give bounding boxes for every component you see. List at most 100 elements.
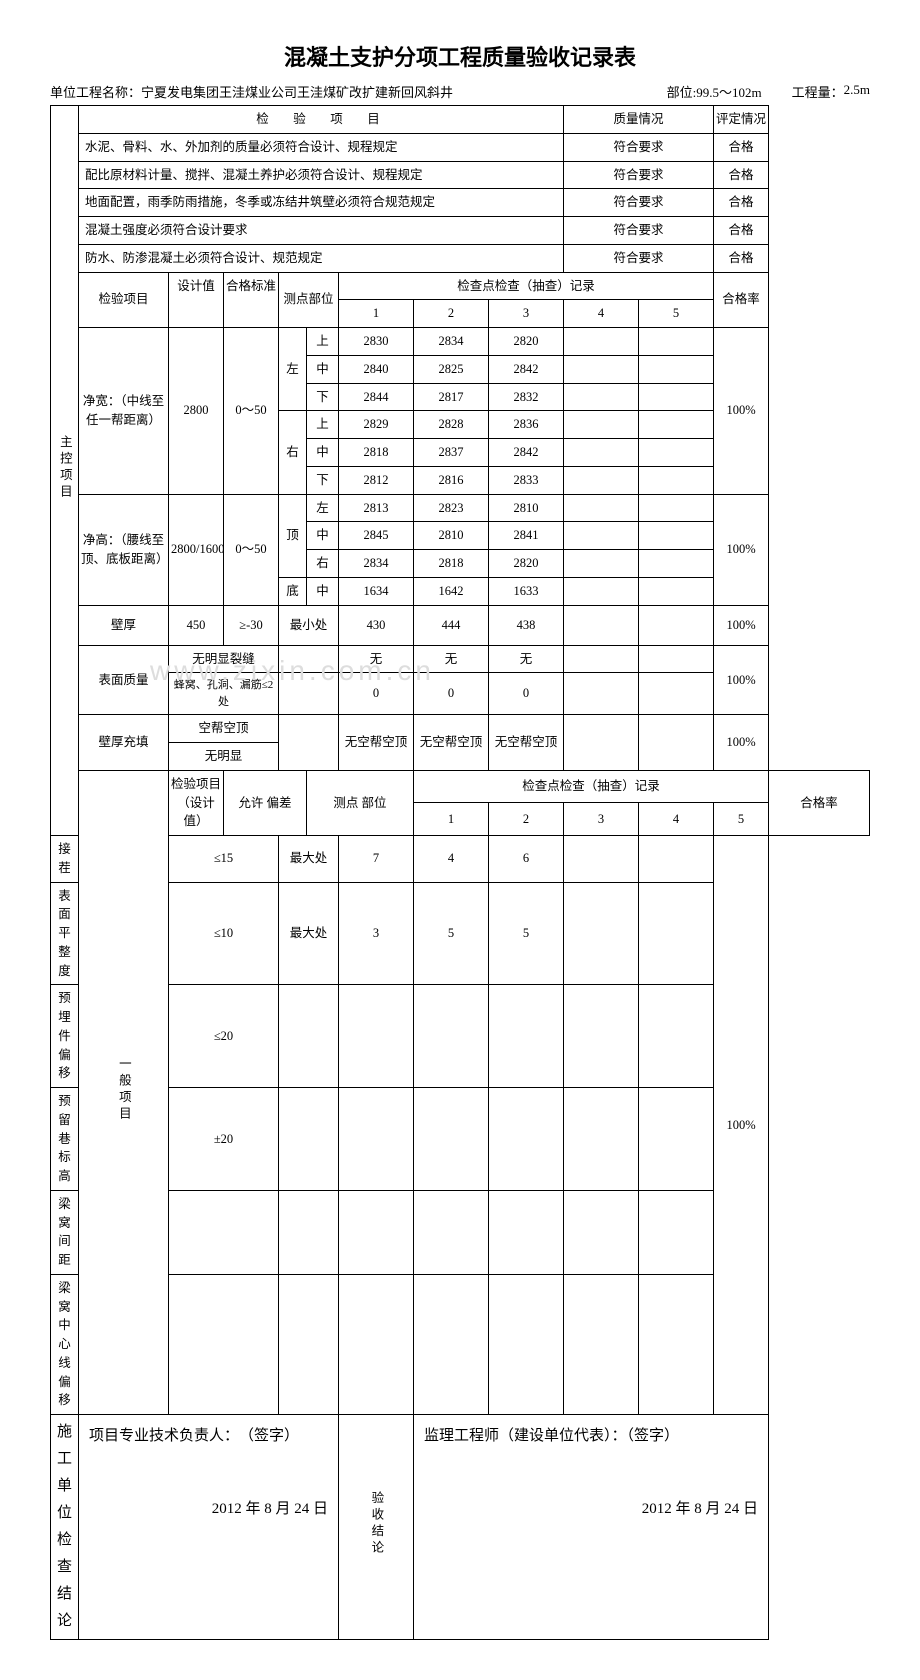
cell xyxy=(564,550,639,578)
cell: 2845 xyxy=(339,522,414,550)
cell xyxy=(169,1190,279,1274)
sig-mid: 验收结论 xyxy=(339,1415,414,1640)
cell: 允许 偏差 xyxy=(224,770,307,835)
cell: 2842 xyxy=(489,355,564,383)
cell: 100% xyxy=(714,605,769,645)
quality-header: 质量情况 xyxy=(564,106,714,134)
cell xyxy=(639,466,714,494)
cell: 4 xyxy=(414,836,489,883)
cell: 100% xyxy=(714,494,769,605)
cell xyxy=(279,715,339,771)
cell: 中 xyxy=(307,439,339,467)
cell: 2841 xyxy=(489,522,564,550)
header-row: 主控项目 检 验 项 目 质量情况 评定情况 xyxy=(51,106,870,134)
cell xyxy=(639,715,714,771)
cell: 净高：（腰线至顶、底板距离） xyxy=(79,494,169,605)
cell: 2844 xyxy=(339,383,414,411)
cell xyxy=(639,439,714,467)
cell: 合格 xyxy=(714,217,769,245)
cell: 中 xyxy=(307,355,339,383)
cell: 无 xyxy=(414,645,489,673)
cell xyxy=(639,985,714,1088)
cell: 净宽：（中线至任一帮距离） xyxy=(79,328,169,495)
cell: 混凝土强度必须符合设计要求 xyxy=(79,217,564,245)
cell: 4 xyxy=(639,803,714,836)
table-row: 净高：（腰线至顶、底板距离） 2800/1600 0～50 顶 左 281328… xyxy=(51,494,870,522)
cell: 上 xyxy=(307,411,339,439)
cell xyxy=(564,383,639,411)
cell: 5 xyxy=(414,882,489,985)
cell: 2820 xyxy=(489,550,564,578)
cell xyxy=(639,1274,714,1414)
cell: 符合要求 xyxy=(564,133,714,161)
cell: 上 xyxy=(307,328,339,356)
cell: 配比原材料计量、搅拌、混凝土养护必须符合设计、规程规定 xyxy=(79,161,564,189)
cell: ≤15 xyxy=(169,836,279,883)
cell xyxy=(639,836,714,883)
cell: 合格标准 xyxy=(224,272,279,300)
main-table: 主控项目 检 验 项 目 质量情况 评定情况 水泥、骨料、水、外加剂的质量必须符… xyxy=(50,105,870,1640)
cell: 预留巷标高 xyxy=(51,1088,79,1191)
cell xyxy=(639,328,714,356)
cell: ≤10 xyxy=(169,882,279,985)
cell xyxy=(639,605,714,645)
cell xyxy=(414,1274,489,1414)
cell xyxy=(564,439,639,467)
cell: 1633 xyxy=(489,577,564,605)
general-header: 一般项目 检验项目（设计值） 允许 偏差 测点 部位 检查点检查（抽查）记录 合… xyxy=(51,770,870,803)
cell: 2829 xyxy=(339,411,414,439)
cell: 0 xyxy=(339,673,414,715)
cell: 中 xyxy=(307,577,339,605)
cell xyxy=(639,673,714,715)
cell: 合格率 xyxy=(769,770,870,835)
qty-value: 2.5m xyxy=(844,82,870,101)
sig-left-line: 项目专业技术负责人： （签字） xyxy=(89,1425,328,1448)
cell xyxy=(564,605,639,645)
cell: 左 xyxy=(307,494,339,522)
cell: 合格 xyxy=(714,189,769,217)
cell xyxy=(564,882,639,985)
cell xyxy=(339,985,414,1088)
cell xyxy=(279,673,339,715)
cell: 无明显 xyxy=(169,743,279,771)
cell: 2818 xyxy=(339,439,414,467)
cell: 梁窝中心线偏移 xyxy=(51,1274,79,1414)
part-label: 部位: xyxy=(667,82,697,101)
cell: 100% xyxy=(714,328,769,495)
cell xyxy=(279,1190,339,1274)
cell: 2834 xyxy=(414,328,489,356)
cell: 3 xyxy=(489,300,564,328)
signature-row: 施工单位检查结论 项目专业技术负责人： （签字） 2012 年 8 月 24 日… xyxy=(51,1415,870,1640)
cell: 2830 xyxy=(339,328,414,356)
cell: 1642 xyxy=(414,577,489,605)
cell: 6 xyxy=(489,836,564,883)
cell xyxy=(564,645,639,673)
cell: 设计值 xyxy=(169,272,224,300)
cell: 测点 部位 xyxy=(307,770,414,835)
part-value: 99.5～102m xyxy=(696,82,761,101)
cell: 5 xyxy=(639,300,714,328)
unit-value: 宁夏发电集团王洼煤业公司王洼煤矿改扩建新回风斜井 xyxy=(141,82,647,101)
cell: 3 xyxy=(564,803,639,836)
sig-right-line: 监理工程师（建设单位代表）：（签字） xyxy=(424,1425,758,1448)
cell: 合格 xyxy=(714,244,769,272)
cell: 3 xyxy=(339,882,414,985)
cell: 下 xyxy=(307,383,339,411)
cell: 合格率 xyxy=(714,272,769,328)
table-row: 混凝土强度必须符合设计要求符合要求合格 xyxy=(51,217,870,245)
cell xyxy=(639,494,714,522)
cell: ≤20 xyxy=(169,985,279,1088)
cell xyxy=(279,645,339,673)
inspect-header: 检 验 项 目 xyxy=(79,106,564,134)
cell xyxy=(639,411,714,439)
cell xyxy=(169,300,224,328)
table-row: 表面质量 无明显裂缝 无无无 100% xyxy=(51,645,870,673)
cell xyxy=(639,577,714,605)
qty-label: 工程量： xyxy=(792,82,844,101)
cell: 空帮空顶 xyxy=(169,715,279,743)
cell: 左 xyxy=(279,328,307,411)
cell xyxy=(339,1190,414,1274)
cell: 无 xyxy=(339,645,414,673)
general-label: 一般项目 xyxy=(79,770,169,1414)
sig-right: 监理工程师（建设单位代表）：（签字） 2012 年 8 月 24 日 xyxy=(414,1415,769,1640)
